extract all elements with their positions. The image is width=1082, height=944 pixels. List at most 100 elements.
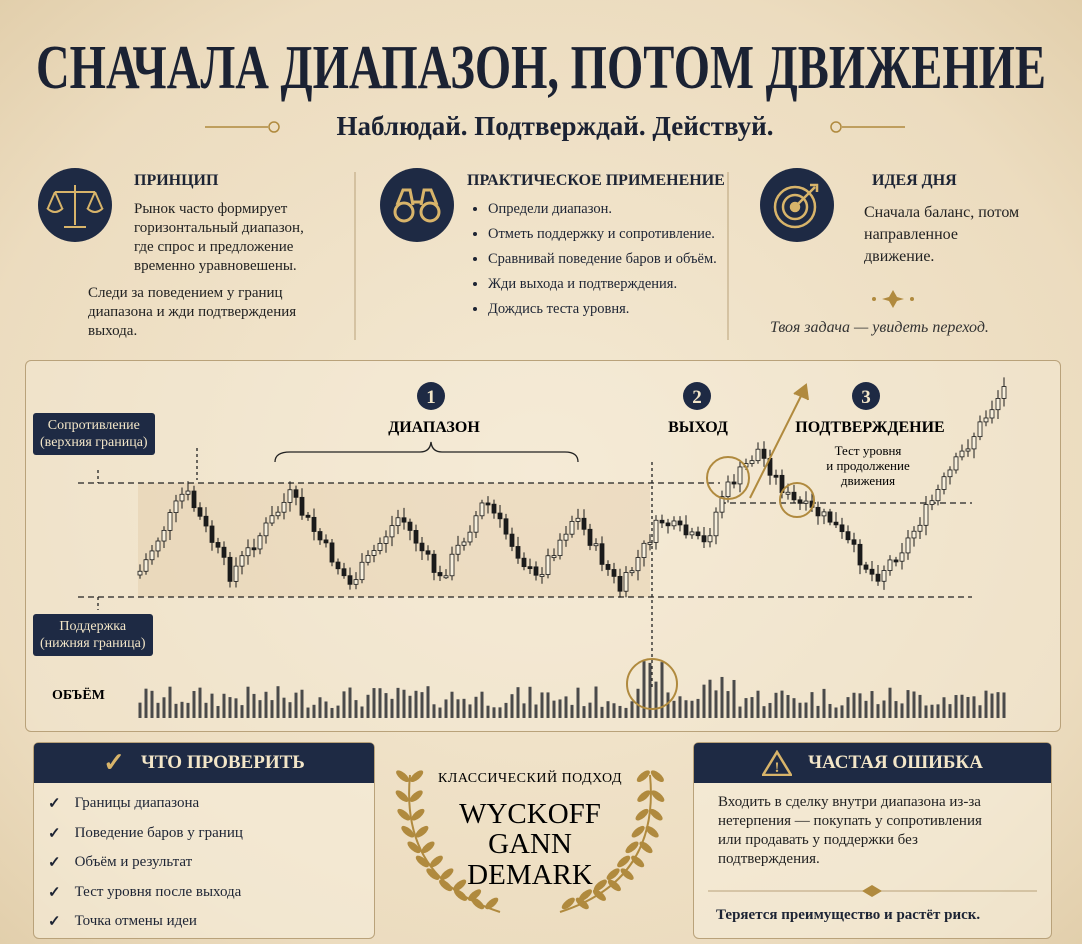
volume-bar [564,696,568,718]
volume-bar [966,696,970,718]
candle-body [575,517,581,522]
mistake-header: ! ЧАСТАЯ ОШИБКА [694,743,1051,783]
volume-bar [420,692,424,718]
laurel-leaf [426,868,440,880]
candle-body [143,559,149,572]
laurel-leaf [396,770,410,782]
candle-body [821,511,827,517]
practice-item: Отметь поддержку и сопротивление. [488,225,728,243]
volume-bar [468,704,472,718]
laurel-leaf [401,825,415,838]
volume-bar [636,688,640,718]
candle-body [761,448,767,459]
candle-body [191,490,197,509]
volume-bar [180,701,184,718]
volume-bar [606,701,610,718]
volume-bar [366,694,370,718]
checklist-item: ✓ Тест уровня после выхода [48,878,374,908]
volume-bar [744,698,748,718]
laurel-leaf [639,841,653,854]
volume-bar [234,698,238,718]
laurel-leaf [593,879,607,892]
candle-body [839,524,845,533]
check-mark: ✓ [48,855,61,872]
candle-body [491,503,497,514]
stage-label: ПОДТВЕРЖДЕНИЕ [795,419,944,436]
candle-body [611,569,617,577]
laurel-leaf [468,889,482,901]
volume-bar [498,707,502,718]
volume-bar [276,686,280,718]
volume-bar [654,681,658,718]
check-mark: ✓ [48,914,61,931]
candle-body [347,575,353,585]
candle-body [905,537,911,554]
resistance-label: Сопротивление (верхняя граница) [33,413,155,455]
candle-body [419,542,425,552]
practice-item: Сравнивай поведение баров и объём. [488,250,728,268]
candle-body [311,516,317,532]
candle-body [365,555,371,563]
mistake-text: Входить в сделку внутри диапазона из-за … [718,794,982,867]
candle-body [221,546,227,558]
volume-bar [150,690,154,718]
candle-body [533,566,539,576]
candle-body [215,542,221,548]
volume-bar [378,688,382,718]
volume-bar [924,705,928,718]
practice-item: Жди выхода и подтверждения. [488,275,728,293]
candle-body [791,491,797,501]
laurel-leaf [636,770,650,782]
stage-note: движения [841,473,895,488]
volume-bar [552,700,556,718]
volume-bar [576,687,580,718]
candle-body [299,496,305,516]
target-icon [760,168,834,242]
volume-bar [954,695,958,718]
laurel-leaf [415,855,429,868]
volume-bar [912,691,916,718]
candle-body [509,533,515,547]
classic-name: DEMARK [467,859,593,891]
candle-body [785,491,791,495]
candle-body [689,531,695,536]
candle-body [155,540,161,552]
checklist-item: ✓ Границы диапазона [48,789,374,819]
volume-bar [492,707,496,718]
laurel-leaf [410,770,424,782]
candle-body [401,517,407,523]
volume-bar [738,706,742,718]
volume-bars [138,661,1006,718]
check-mark: ✓ [48,825,61,842]
candle-body [227,556,233,582]
volume-bar [450,691,454,718]
candle-body [209,525,215,543]
column-note: Твоя задача — увидеть переход. [770,319,989,336]
volume-bar [372,688,376,718]
volume-bar [948,704,952,718]
volume-bar [300,689,304,718]
candle-body [953,456,959,471]
top-icons [38,168,914,340]
stage-note: Тест уровня [835,443,902,458]
volume-bar [252,693,256,718]
volume-bar [906,690,910,718]
checklist-item: ✓ Объём и результат [48,848,374,878]
checklist-text: Границы диапазона [74,795,200,812]
candle-body [797,499,803,504]
laurel-leaf [649,808,663,821]
candle-body [989,409,995,419]
candle-body [245,547,251,557]
classic-name: GANN [488,828,572,860]
practice-item: Дождись теста уровня. [488,300,728,318]
volume-bar [348,687,352,718]
volume-bar [600,706,604,718]
volume-bar [246,686,250,718]
candle-body [851,539,857,545]
column-heading: ИДЕЯ ДНЯ [872,172,957,189]
classic-caption: КЛАССИЧЕСКИЙ ПОДХОД [438,769,622,786]
candle-body [623,572,629,592]
candle-body [863,564,869,570]
candle-body [899,552,905,562]
laurel-leaf [631,855,645,868]
